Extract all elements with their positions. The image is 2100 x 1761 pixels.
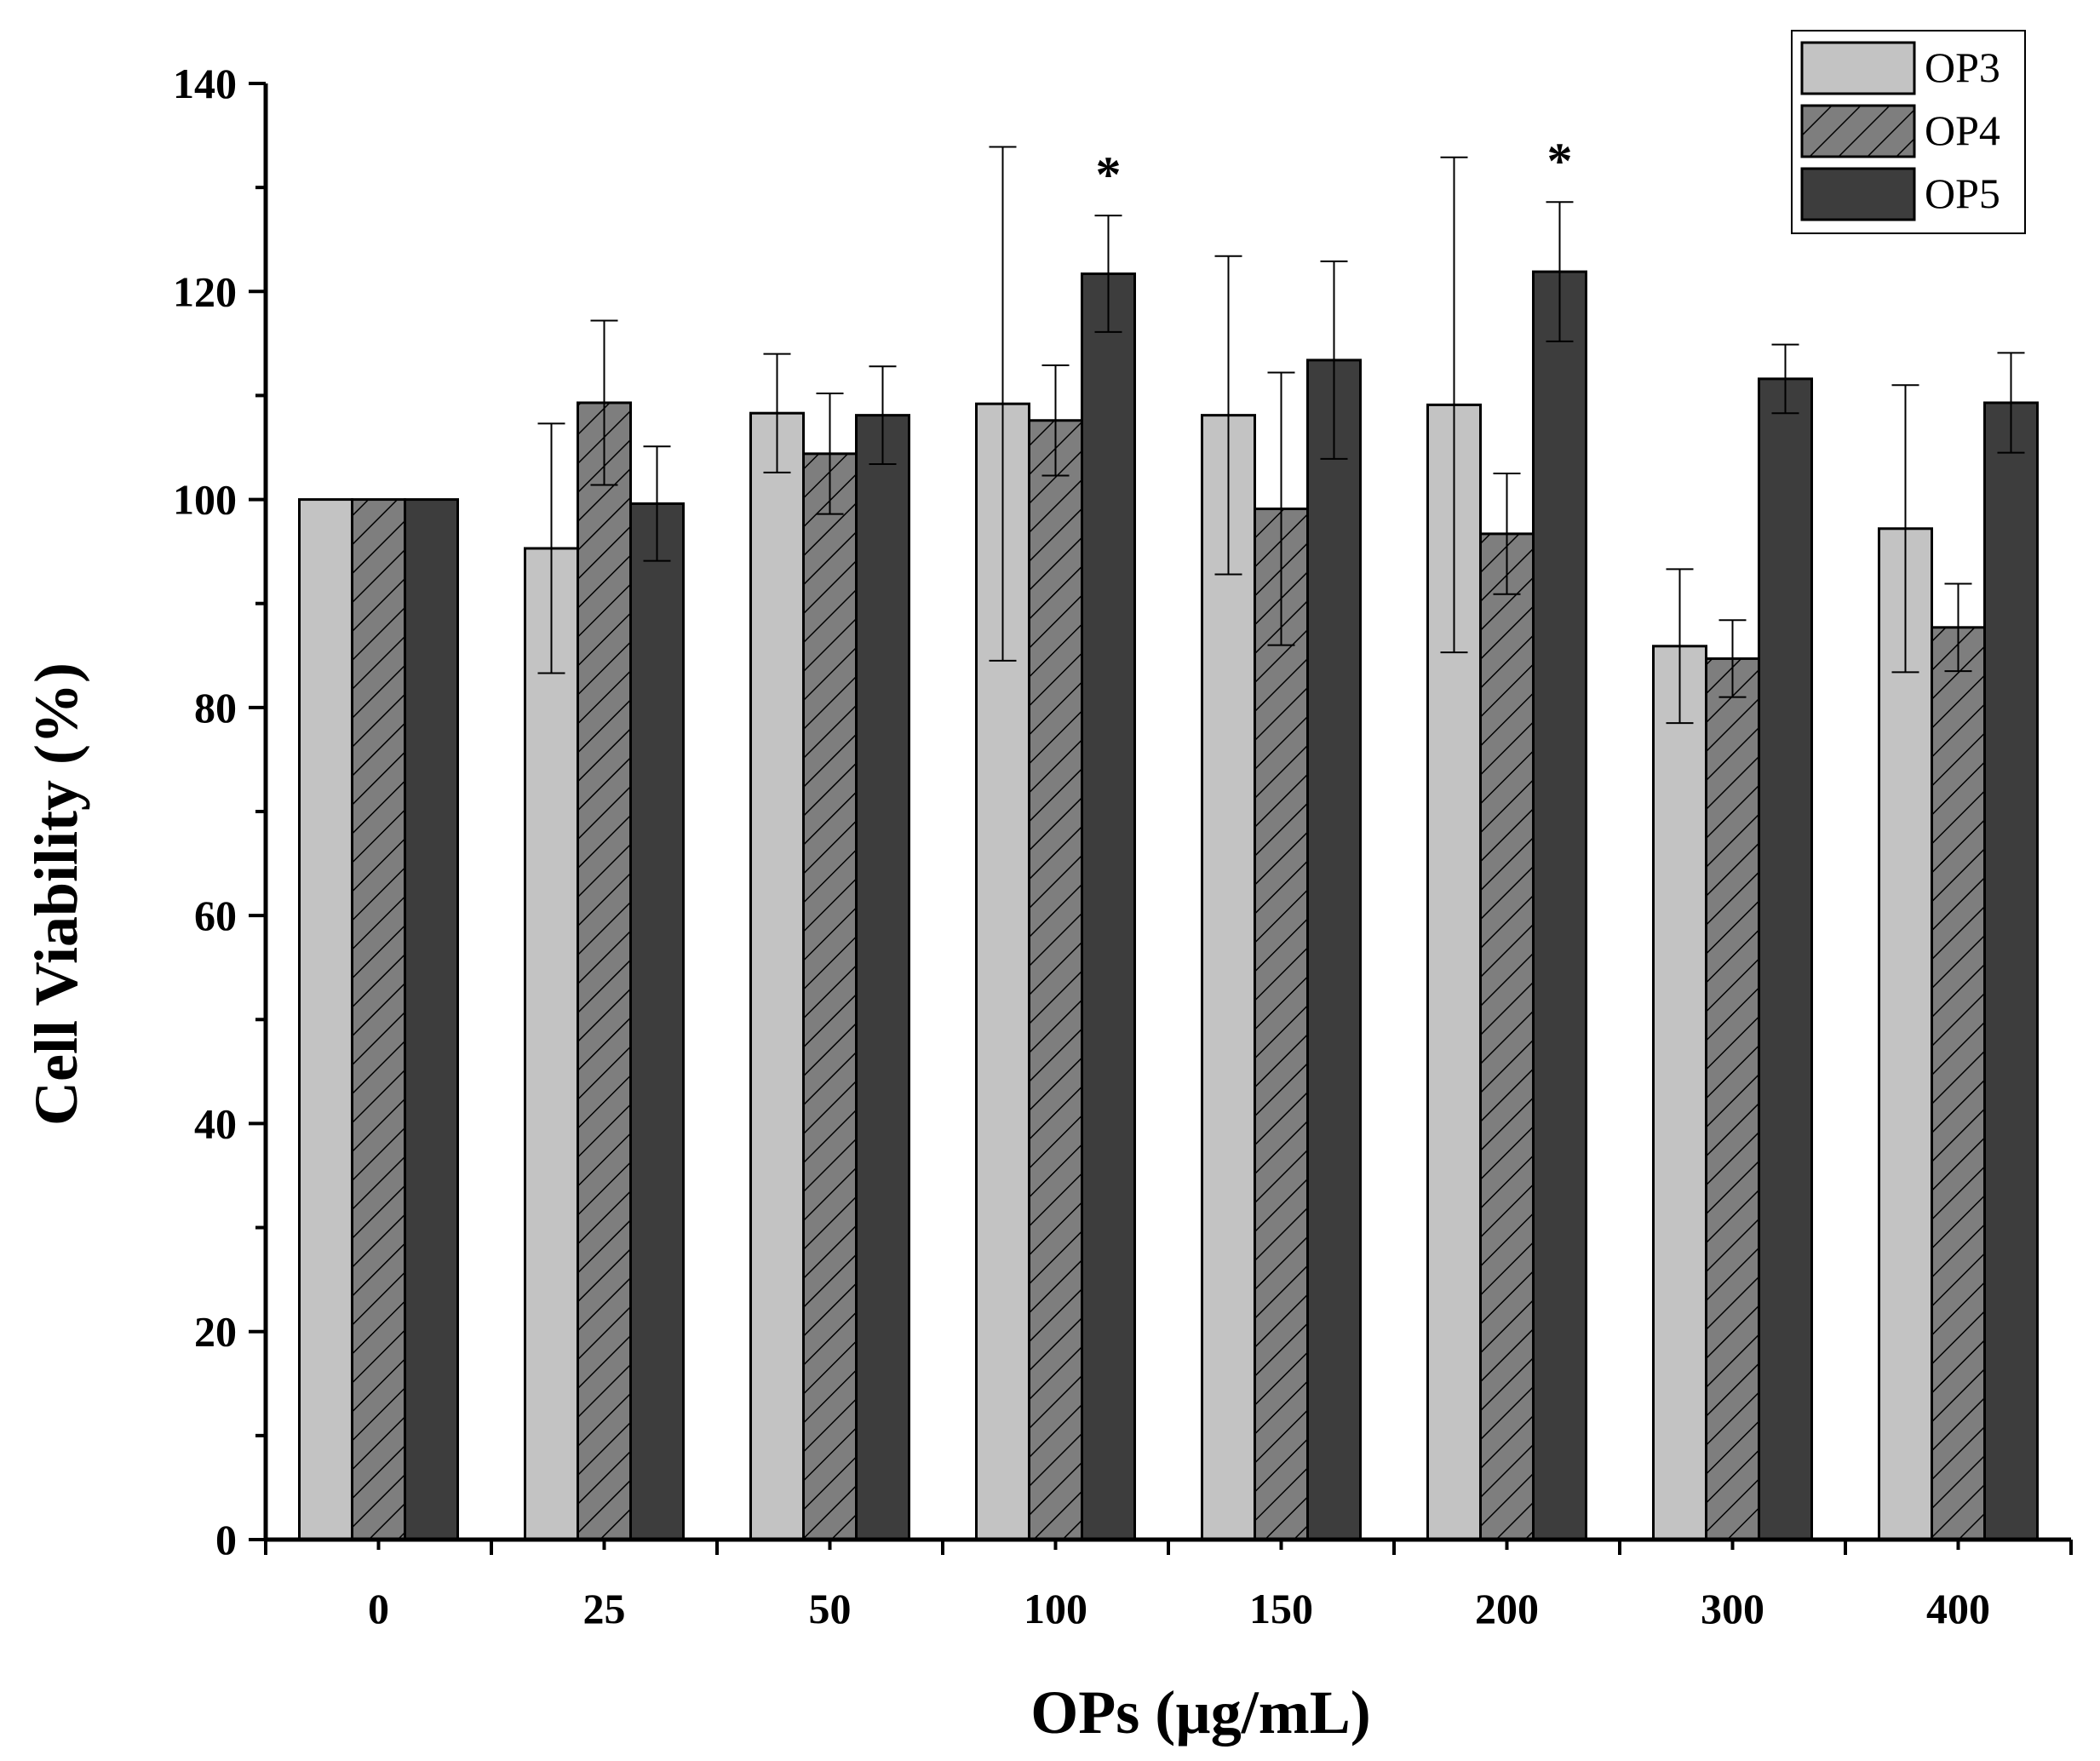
bar-op3-300 (1652, 645, 1707, 1541)
bar-op4-400 (1931, 626, 1986, 1541)
bar-op5-400 (1983, 401, 2039, 1541)
bar-op4-25 (577, 401, 632, 1541)
y-tick-label: 100 (173, 476, 237, 524)
bar-op5-200 (1532, 270, 1587, 1541)
bar-op4-200 (1479, 532, 1535, 1541)
x-tick-label: 200 (1475, 1585, 1539, 1632)
significance-marker: * (1096, 146, 1122, 203)
bar-op5-50 (855, 414, 910, 1541)
bar-op3-0 (298, 498, 353, 1541)
y-tick-label: 80 (194, 684, 237, 731)
bar-op5-0 (404, 498, 459, 1541)
bar-op3-25 (524, 547, 579, 1541)
bar-op4-150 (1254, 508, 1309, 1541)
legend-swatch-op4 (1800, 104, 1916, 158)
x-tick-label: 150 (1249, 1585, 1313, 1632)
x-tick-label: 100 (1024, 1585, 1087, 1632)
bar-op4-300 (1705, 657, 1760, 1541)
bar-op5-25 (629, 502, 685, 1541)
y-axis-title: Cell Viability (%) (22, 663, 90, 1126)
x-tick-label: 300 (1701, 1585, 1764, 1632)
y-tick-label: 40 (194, 1099, 237, 1147)
y-tick-label: 140 (173, 60, 237, 107)
x-tick-label: 25 (583, 1585, 626, 1632)
x-axis-title: OPs (µg/mL) (1030, 1678, 1370, 1747)
significance-marker: * (1547, 133, 1573, 189)
legend-swatch-op5 (1800, 167, 1916, 221)
legend-label-op3: OP3 (1925, 43, 2000, 91)
x-tick-label: 400 (1926, 1585, 1990, 1632)
bar-op3-400 (1878, 527, 1933, 1541)
bar-op4-0 (351, 498, 406, 1541)
bar-op4-100 (1028, 419, 1083, 1541)
legend-label-op5: OP5 (1925, 169, 2000, 217)
bar-op5-300 (1758, 377, 1813, 1541)
bar-op3-50 (749, 411, 805, 1541)
y-tick-label: 0 (215, 1516, 237, 1563)
y-tick-label: 120 (173, 267, 237, 315)
bar-op3-150 (1201, 414, 1256, 1541)
bar-op4-50 (802, 452, 858, 1541)
bar-op5-150 (1306, 359, 1362, 1541)
legend-label-op4: OP4 (1925, 106, 2000, 154)
y-tick-label: 20 (194, 1308, 237, 1356)
legend: OP3 OP4 OP5 (1791, 30, 2026, 234)
bar-op5-100 (1081, 272, 1136, 1541)
x-tick-label: 0 (368, 1585, 389, 1632)
legend-swatch-op3 (1800, 41, 1916, 95)
x-tick-label: 50 (809, 1585, 852, 1632)
y-tick-label: 60 (194, 892, 237, 939)
